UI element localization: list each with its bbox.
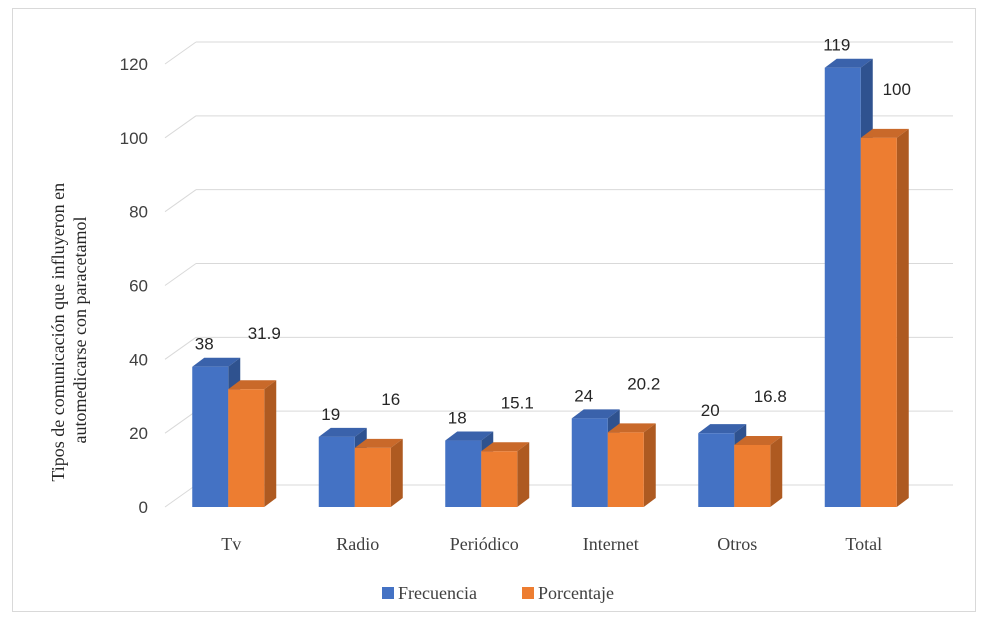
bar-top-face: [228, 380, 277, 390]
legend-label-frecuencia: Frecuencia: [398, 583, 477, 603]
data-label-frecuencia-1: 19: [321, 405, 340, 424]
category-label-5: Total: [845, 534, 882, 554]
bar-top-face: [571, 409, 620, 419]
data-label-frecuencia-2: 18: [448, 409, 467, 428]
y-tick-label-100: 100: [120, 129, 148, 148]
y-tick-label-20: 20: [129, 424, 148, 443]
bar-porcentaje-5: [860, 128, 909, 508]
gridline-diag-100: [164, 115, 197, 139]
gridline-diag-20: [164, 410, 197, 434]
bar-top-face: [698, 424, 747, 434]
bar-porcentaje-2: [481, 442, 530, 507]
y-axis-ticks: 0 20 40 60 80 100 120: [120, 55, 148, 517]
data-label-frecuencia-5: 119: [823, 36, 850, 55]
bar-front-face: [607, 432, 644, 507]
bar-side-face: [896, 128, 909, 508]
bars: [192, 58, 909, 508]
category-label-2: Periódico: [450, 534, 519, 554]
bar-front-face: [824, 67, 861, 508]
bar-front-face: [354, 447, 391, 507]
y-tick-label-120: 120: [120, 55, 148, 74]
bar-top-face: [192, 357, 241, 367]
data-label-porcentaje-1: 16: [381, 390, 400, 409]
category-label-1: Radio: [336, 534, 379, 554]
bar-front-face: [734, 444, 771, 507]
data-label-frecuencia-0: 38: [195, 335, 214, 354]
bar-porcentaje-4: [734, 435, 783, 507]
legend-swatch-frecuencia: [382, 587, 394, 599]
y-axis-label-line-2: automedicarse con paracetamol: [70, 217, 90, 444]
category-label-3: Internet: [583, 534, 639, 554]
category-labels: Tv Radio Periódico Internet Otros Total: [221, 534, 882, 554]
bar-porcentaje-1: [354, 438, 403, 507]
y-tick-label-40: 40: [129, 350, 148, 369]
gridline-diag-40: [164, 336, 197, 360]
y-tick-label-0: 0: [139, 498, 148, 517]
bar-top-face: [734, 435, 783, 445]
gridline-diag-0: [164, 484, 197, 508]
data-label-porcentaje-3: 20.2: [627, 374, 660, 393]
data-labels: 38 31.9 19 16 18 15.1 24 20.2 20 16.8 119 100: [195, 36, 911, 428]
bar-side-face: [770, 435, 783, 507]
bar-front-face: [698, 433, 735, 507]
bar-front-face: [445, 440, 482, 507]
gridline-diag-60: [164, 263, 197, 286]
chart-frame: [12, 8, 976, 612]
bar-front-face: [481, 451, 518, 507]
bar-front-face: [192, 366, 229, 507]
bar-front-face: [571, 418, 608, 507]
data-label-frecuencia-3: 24: [574, 386, 593, 405]
legend-label-porcentaje: Porcentaje: [538, 583, 614, 603]
bar-top-face: [481, 442, 530, 452]
bar-top-face: [860, 128, 909, 138]
data-label-porcentaje-4: 16.8: [754, 387, 787, 406]
data-label-porcentaje-0: 31.9: [248, 324, 281, 343]
y-tick-label-80: 80: [129, 203, 148, 222]
bar-front-face: [318, 436, 355, 507]
bar-side-face: [643, 423, 656, 507]
data-label-porcentaje-5: 100: [883, 80, 911, 99]
legend: Frecuencia Porcentaje: [382, 583, 614, 603]
y-axis-label: Tipos de comunicación que influyeron en …: [48, 178, 90, 481]
gridline-diag-120: [164, 41, 197, 65]
bar-top-face: [824, 58, 873, 68]
bar-porcentaje-3: [607, 423, 656, 507]
category-label-0: Tv: [221, 534, 241, 554]
bar-front-face: [860, 137, 897, 508]
bar-top-face: [607, 423, 656, 433]
bar-top-face: [445, 431, 494, 441]
bar-side-face: [517, 442, 530, 507]
category-label-4: Otros: [717, 534, 757, 554]
y-tick-label-60: 60: [129, 277, 148, 296]
legend-swatch-porcentaje: [522, 587, 534, 599]
bar-side-face: [390, 438, 403, 507]
gridline-diag-80: [164, 189, 197, 213]
bar-porcentaje-0: [228, 380, 277, 507]
data-label-frecuencia-4: 20: [701, 401, 720, 420]
y-axis-label-line-1: Tipos de comunicación que influyeron en: [48, 183, 68, 482]
bar-top-face: [318, 427, 367, 437]
bar-top-face: [354, 438, 403, 448]
data-label-porcentaje-2: 15.1: [501, 393, 534, 412]
bar-side-face: [264, 380, 277, 507]
bar-front-face: [228, 389, 265, 507]
